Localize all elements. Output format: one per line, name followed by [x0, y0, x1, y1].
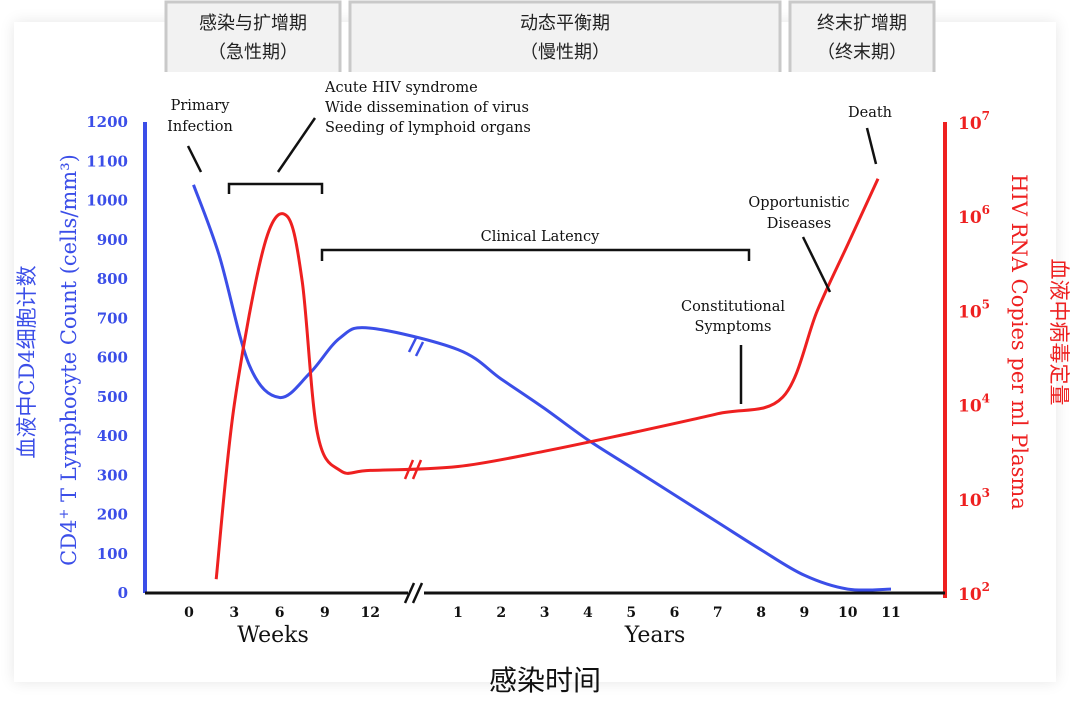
- svg-text:Seeding of lymphoid organs: Seeding of lymphoid organs: [325, 120, 531, 136]
- svg-text:Diseases: Diseases: [767, 216, 831, 232]
- left-y-tick-label: 400: [97, 427, 128, 445]
- x-tick-label: 5: [626, 605, 636, 621]
- x-tick-label: 3: [540, 605, 550, 621]
- svg-text:CD4+ T Lymphocyte Count (cells: CD4+ T Lymphocyte Count (cells/mm³): [57, 154, 81, 566]
- x-tick-label: 9: [320, 605, 330, 621]
- annotation-acute-syndrome: Acute HIV syndrome Wide dissemination of…: [227, 80, 531, 194]
- x-tick-label: 0: [184, 605, 194, 621]
- left-y-tick-label: 200: [97, 506, 128, 524]
- annotation-death: Death: [848, 105, 892, 165]
- annotation-opportunistic-diseases: Opportunistic Diseases: [748, 195, 850, 293]
- svg-text:Symptoms: Symptoms: [695, 319, 772, 335]
- svg-text:Wide dissemination of virus: Wide dissemination of virus: [325, 100, 529, 116]
- x-ticks: 0 3 6 9 12 1 2 3 4 5 6 7 8 9 10 11: [184, 605, 901, 621]
- x-tick-label: 11: [881, 605, 900, 621]
- svg-text:Primary: Primary: [171, 98, 231, 114]
- x-unit-weeks: Weeks: [237, 623, 308, 648]
- svg-text:血液中病毒定量: 血液中病毒定量: [1047, 259, 1071, 406]
- rna-line-break-mark: [403, 459, 423, 480]
- svg-text:Constitutional: Constitutional: [681, 299, 785, 315]
- left-y-tick-label: 500: [97, 388, 128, 406]
- phase-acute-title: 感染与扩增期: [199, 13, 307, 34]
- svg-text:Infection: Infection: [167, 119, 233, 135]
- phase-tab-acute: [164, 0, 342, 72]
- left-y-tick-label: 900: [97, 231, 128, 249]
- x-tick-label: 2: [496, 605, 506, 621]
- left-y-tick-label: 0: [118, 584, 128, 602]
- right-y-tick-label: 105: [958, 297, 990, 322]
- left-y-axis-label-en: CD4+ T Lymphocyte Count (cells/mm³): [57, 154, 81, 566]
- right-y-ticks: 102 103 104 105 106 107: [958, 109, 990, 605]
- left-y-tick-label: 100: [97, 545, 128, 563]
- phase-tab-chronic: [348, 0, 782, 72]
- phase-acute-subtitle: （急性期）: [208, 42, 298, 63]
- annotation-primary-infection: Primary Infection: [167, 98, 233, 173]
- series-rna-line: [214, 178, 880, 580]
- x-tick-label: 4: [583, 605, 593, 621]
- x-tick-label: 6: [670, 605, 680, 621]
- right-y-tick-label: 104: [958, 392, 990, 417]
- series-cd4-line: [192, 184, 892, 592]
- right-y-tick-label: 102: [958, 580, 990, 605]
- left-y-tick-label: 700: [97, 309, 128, 327]
- right-y-axis-label-en: HIV RNA Copies per ml Plasma: [1007, 174, 1031, 510]
- figure-card: [14, 22, 1056, 682]
- svg-text:HIV RNA Copies per ml Plasma: HIV RNA Copies per ml Plasma: [1007, 174, 1031, 510]
- x-tick-label: 6: [275, 605, 285, 621]
- right-y-tick-label: 107: [958, 109, 990, 134]
- left-y-tick-label: 1000: [86, 192, 128, 210]
- right-y-tick-label: 106: [958, 203, 990, 228]
- left-y-tick-label: 1200: [86, 113, 128, 131]
- left-y-tick-label: 600: [97, 349, 128, 367]
- x-axis-break-mark: [403, 582, 424, 604]
- phase-tabs: 感染与扩增期 （急性期） 动态平衡期 （慢性期） 终末扩增期 （终末期）: [164, 0, 936, 72]
- left-y-tick-label: 1100: [86, 152, 128, 170]
- right-y-tick-label: 103: [958, 486, 990, 511]
- left-y-tick-label: 800: [97, 270, 128, 288]
- x-tick-label: 10: [838, 605, 858, 621]
- phase-terminal-subtitle: （终末期）: [817, 42, 907, 63]
- right-y-axis-label-cn: 血液中病毒定量: [1047, 259, 1071, 406]
- svg-text:血液中CD4细胞计数: 血液中CD4细胞计数: [15, 265, 39, 458]
- phase-tab-terminal: [788, 0, 936, 72]
- phase-chronic-subtitle: （慢性期）: [520, 42, 610, 63]
- x-tick-label: 12: [360, 605, 379, 621]
- phase-chronic-title: 动态平衡期: [520, 13, 610, 34]
- left-y-ticks: 0 100 200 300 400 500 600 700 800 900 1000 1100 1200: [86, 113, 128, 602]
- x-unit-years: Years: [624, 623, 686, 648]
- svg-text:Opportunistic: Opportunistic: [748, 195, 849, 211]
- x-tick-label: 9: [800, 605, 810, 621]
- x-tick-label: 7: [713, 605, 723, 621]
- svg-text:Acute HIV syndrome: Acute HIV syndrome: [324, 80, 478, 96]
- svg-text:Death: Death: [848, 105, 892, 121]
- svg-text:Clinical Latency: Clinical Latency: [481, 229, 600, 245]
- left-y-tick-label: 300: [97, 466, 128, 484]
- x-tick-label: 8: [756, 605, 766, 621]
- cd4-line-break-mark: [407, 337, 425, 357]
- phase-terminal-title: 终末扩增期: [817, 13, 907, 34]
- left-y-axis-label-cn: 血液中CD4细胞计数: [15, 265, 39, 458]
- x-axis-title: 感染时间: [489, 664, 601, 697]
- x-tick-label: 1: [453, 605, 463, 621]
- annotation-clinical-latency: Clinical Latency: [320, 229, 751, 261]
- annotation-constitutional-symptoms: Constitutional Symptoms: [681, 299, 785, 404]
- x-tick-label: 3: [229, 605, 239, 621]
